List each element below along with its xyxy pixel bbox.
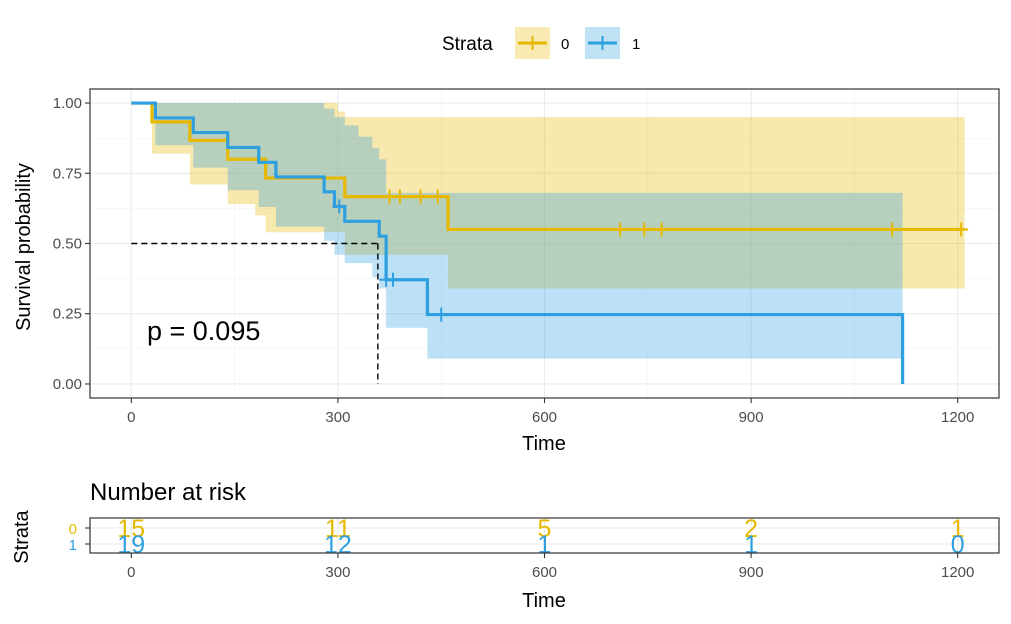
risk-values: 15 11 5 2 119 12 1 1 0 [117, 515, 964, 559]
risk-x-tick-label: 600 [532, 564, 557, 581]
median-lines [131, 242, 379, 384]
risk-x-tick-label: 1200 [941, 564, 974, 581]
risk-y-tick-label-strata-0: 0 [69, 521, 77, 538]
risk-grid [90, 518, 999, 553]
risk-value-strata-0: 5 [538, 515, 552, 543]
x-tick-label: 600 [532, 409, 557, 426]
y-tick-label: 0.25 [53, 306, 82, 323]
x-tick-label: 300 [325, 409, 350, 426]
survival-plot: p = 0.095 0 300 600 900 1200 0.00 0.25 0.50 0.7… [13, 88, 1000, 455]
risk-x-axis-title: Time [522, 590, 566, 612]
p-value-annotation: p = 0.095 [147, 316, 260, 346]
risk-y-axis: 01 [69, 521, 90, 554]
censor-marks [332, 189, 969, 322]
risk-x-tick-label: 300 [325, 564, 350, 581]
x-tick-label: 1200 [941, 409, 974, 426]
y-tick-label: 1.00 [53, 95, 82, 112]
risk-value-strata-0: 15 [117, 515, 145, 543]
risk-value-strata-0: 1 [951, 515, 965, 543]
risk-value-strata-1: 0 [951, 531, 965, 559]
risk-table: Number at risk 15 11 5 2 119 12 1 1 0 0 300 600 900… [11, 479, 1000, 612]
risk-value-strata-1: 1 [744, 531, 758, 559]
ci-band-strata-0 [131, 103, 965, 289]
risk-x-tick-label: 0 [127, 564, 135, 581]
legend-label-1: 1 [632, 36, 640, 53]
legend-title: Strata [442, 34, 493, 55]
risk-y-axis-title: Strata [11, 509, 33, 563]
y-tick-label: 0.00 [53, 376, 82, 393]
y-axis: 0.00 0.25 0.50 0.75 1.00 [53, 95, 90, 393]
x-tick-label: 900 [739, 409, 764, 426]
risk-x-axis: 0 300 600 900 1200 [127, 553, 974, 581]
risk-value-strata-0: 2 [744, 515, 758, 543]
legend-label-0: 0 [561, 36, 569, 53]
x-tick-label: 0 [127, 409, 135, 426]
y-tick-label: 0.50 [53, 236, 82, 253]
legend: Strata 0 1 [442, 27, 640, 59]
risk-table-title: Number at risk [90, 479, 247, 506]
x-axis-title: Time [522, 433, 566, 455]
y-axis-title: Survival probability [13, 163, 35, 331]
risk-value-strata-1: 1 [538, 531, 552, 559]
risk-x-tick-label: 900 [739, 564, 764, 581]
x-axis: 0 300 600 900 1200 [127, 398, 974, 426]
risk-y-tick-label-strata-1: 1 [69, 537, 77, 554]
y-tick-label: 0.75 [53, 165, 82, 182]
risk-value-strata-0: 11 [325, 515, 351, 543]
